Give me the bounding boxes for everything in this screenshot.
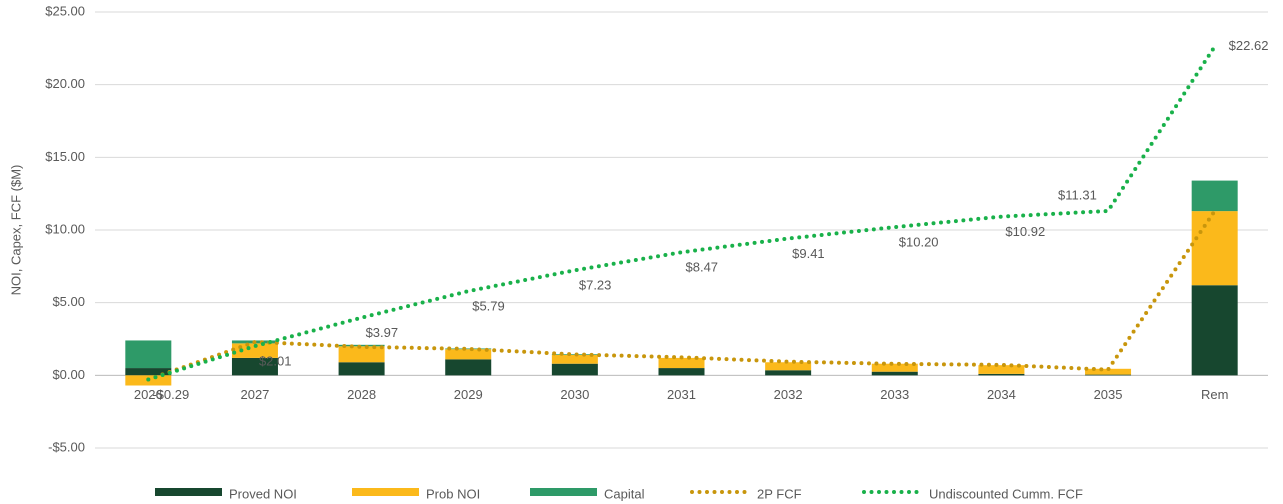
- bar: [765, 370, 812, 376]
- bar: [1191, 180, 1238, 212]
- legend-label: 2P FCF: [757, 486, 802, 501]
- bar: [658, 368, 705, 376]
- data-label: -$0.29: [152, 387, 189, 402]
- data-label: $10.92: [1005, 224, 1045, 239]
- bar: [765, 362, 812, 371]
- bar: [445, 349, 492, 360]
- bar: [1085, 368, 1132, 375]
- x-tick-label: 2029: [454, 387, 483, 402]
- bar: [978, 373, 1025, 376]
- data-label: $11.31: [1058, 187, 1097, 202]
- x-tick-label: Rem: [1201, 387, 1228, 402]
- line: [146, 44, 1217, 382]
- bar: [445, 348, 492, 350]
- bar: [871, 371, 918, 376]
- line: [146, 208, 1217, 382]
- x-tick-label: 2030: [560, 387, 589, 402]
- data-label: $10.20: [899, 235, 939, 250]
- bar: [338, 362, 385, 376]
- bar: [445, 359, 492, 376]
- legend-label: Undiscounted Cumm. FCF: [929, 486, 1083, 501]
- bar: [125, 368, 172, 376]
- bar: [1191, 211, 1238, 286]
- legend-swatch: [530, 488, 597, 496]
- y-tick-label: $15.00: [45, 149, 85, 164]
- data-label: $5.79: [472, 299, 505, 314]
- y-tick-label: $20.00: [45, 76, 85, 91]
- legend-label: Proved NOI: [229, 486, 297, 501]
- bar: [551, 363, 598, 376]
- x-tick-label: 2035: [1094, 387, 1123, 402]
- bar: [1085, 374, 1132, 376]
- y-tick-label: $25.00: [45, 3, 85, 18]
- legend-label: Prob NOI: [426, 486, 480, 501]
- x-tick-label: 2027: [240, 387, 269, 402]
- data-label: $2.01: [259, 354, 292, 369]
- data-label: $8.47: [686, 260, 719, 275]
- y-tick-label: $10.00: [45, 221, 85, 236]
- bar: [231, 357, 278, 376]
- bar: [1191, 285, 1238, 376]
- data-label: $3.97: [366, 325, 399, 340]
- bar: [551, 354, 598, 364]
- x-tick-label: 2028: [347, 387, 376, 402]
- data-label: $9.41: [792, 246, 825, 261]
- bar: [338, 344, 385, 347]
- legend-swatch: [352, 488, 419, 496]
- y-tick-label: $0.00: [52, 367, 85, 382]
- bar: [871, 363, 918, 372]
- legend-swatch: [155, 488, 222, 496]
- x-tick-label: 2032: [774, 387, 803, 402]
- x-tick-label: 2026: [134, 387, 163, 402]
- x-tick-label: 2031: [667, 387, 696, 402]
- data-label: $7.23: [579, 278, 612, 293]
- x-tick-label: 2033: [880, 387, 909, 402]
- x-tick-label: 2034: [987, 387, 1016, 402]
- bar: [231, 343, 278, 358]
- y-tick-label: -$5.00: [48, 439, 85, 454]
- bar: [125, 340, 172, 369]
- bar: [978, 365, 1025, 374]
- bar: [658, 357, 705, 369]
- y-axis-title: NOI, Capex, FCF ($M): [8, 165, 23, 296]
- legend-label: Capital: [604, 486, 645, 501]
- y-tick-label: $5.00: [52, 294, 85, 309]
- data-label: $22.62: [1229, 38, 1269, 53]
- bar: [338, 346, 385, 363]
